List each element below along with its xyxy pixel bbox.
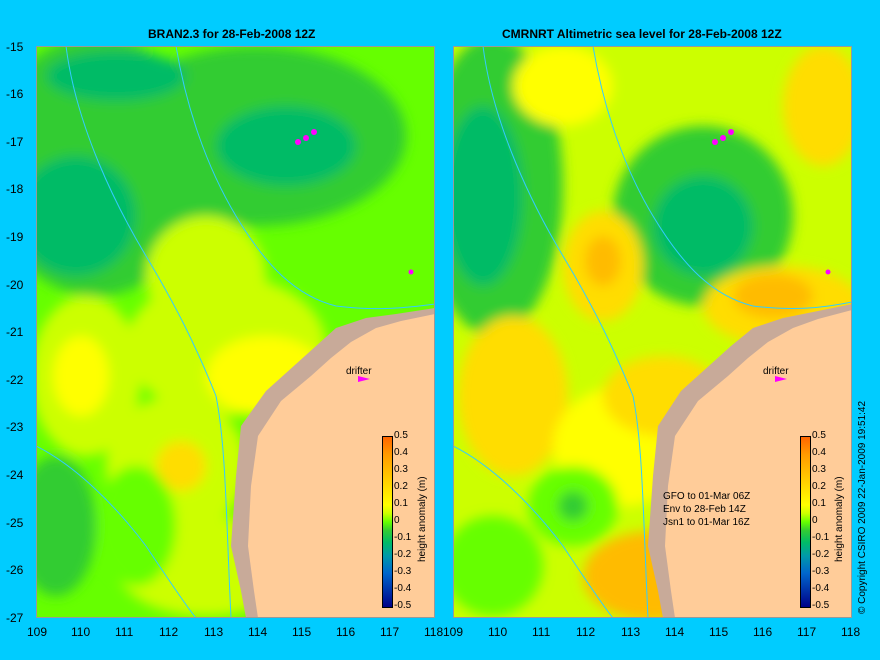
left-lon-tick-label: 112 bbox=[159, 625, 179, 639]
left-colorbar-title: height anomaly (m) bbox=[417, 476, 428, 562]
right-colorbar bbox=[800, 436, 811, 608]
right-map-title: CMRNRT Altimetric sea level for 28-Feb-2… bbox=[502, 27, 782, 41]
right-colorbar-tick: 0.4 bbox=[812, 447, 826, 458]
right-drifter-label: drifter bbox=[763, 366, 789, 377]
lat-tick-label: -20 bbox=[6, 278, 24, 292]
lat-tick-label: -27 bbox=[6, 611, 24, 625]
lat-tick-label: -16 bbox=[6, 87, 24, 101]
right-colorbar-title: height anomaly (m) bbox=[834, 476, 845, 562]
right-lon-tick-label: 115 bbox=[709, 625, 729, 639]
right-map-isobaths bbox=[453, 46, 852, 618]
left-map-title: BRAN2.3 for 28-Feb-2008 12Z bbox=[148, 27, 316, 41]
lat-tick-label: -19 bbox=[6, 230, 24, 244]
lat-tick-label: -26 bbox=[6, 563, 24, 577]
lat-tick-label: -17 bbox=[6, 135, 24, 149]
left-lon-tick-label: 113 bbox=[204, 625, 224, 639]
left-lon-tick-label: 110 bbox=[71, 625, 91, 639]
lat-tick-label: -18 bbox=[6, 182, 24, 196]
left-colorbar-tick: -0.5 bbox=[394, 600, 412, 611]
right-colorbar-tick: 0.2 bbox=[812, 481, 826, 492]
right-lon-tick-label: 113 bbox=[621, 625, 641, 639]
right-lon-tick-label: 109 bbox=[443, 625, 464, 639]
lat-tick-label: -25 bbox=[6, 516, 24, 530]
left-map-drifter-tracks bbox=[295, 129, 414, 382]
lat-tick-label: -22 bbox=[6, 373, 24, 387]
left-map bbox=[36, 46, 435, 618]
lat-tick-label: -24 bbox=[6, 468, 24, 482]
left-lon-tick-label: 115 bbox=[292, 625, 312, 639]
right-lon-tick-label: 117 bbox=[797, 625, 817, 639]
left-lon-tick-label: 116 bbox=[336, 625, 356, 639]
right-lon-tick-label: 116 bbox=[753, 625, 773, 639]
right-lon-tick-label: 112 bbox=[576, 625, 596, 639]
right-colorbar-tick: -0.4 bbox=[812, 583, 830, 594]
right-colorbar-tick: -0.3 bbox=[812, 566, 830, 577]
left-colorbar-tick: -0.4 bbox=[394, 583, 412, 594]
left-lon-tick-label: 118 bbox=[424, 625, 444, 639]
left-lon-tick-label: 109 bbox=[27, 625, 48, 639]
left-colorbar-tick: 0.1 bbox=[394, 498, 408, 509]
right-map-pass-note: Env to 28-Feb 14Z bbox=[663, 504, 746, 515]
right-map bbox=[453, 46, 852, 618]
right-colorbar-tick: 0 bbox=[812, 515, 818, 526]
left-colorbar bbox=[382, 436, 393, 608]
left-lon-tick-label: 111 bbox=[115, 625, 134, 639]
left-colorbar-tick: -0.3 bbox=[394, 566, 412, 577]
left-colorbar-tick: 0.4 bbox=[394, 447, 408, 458]
right-colorbar-tick: -0.2 bbox=[812, 549, 830, 560]
right-map-pass-note: Jsn1 to 01-Mar 16Z bbox=[663, 517, 750, 528]
left-colorbar-tick: 0.5 bbox=[394, 430, 408, 441]
left-colorbar-tick: -0.1 bbox=[394, 532, 412, 543]
right-map-drifter-tracks bbox=[712, 129, 831, 382]
left-map-isobaths bbox=[36, 46, 435, 618]
right-map-anomaly-field bbox=[453, 46, 852, 618]
right-colorbar-tick: -0.5 bbox=[812, 600, 830, 611]
right-colorbar-tick: -0.1 bbox=[812, 532, 830, 543]
left-colorbar-tick: 0 bbox=[394, 515, 400, 526]
left-colorbar-tick: 0.2 bbox=[394, 481, 408, 492]
left-colorbar-tick: 0.3 bbox=[394, 464, 408, 475]
lat-tick-label: -23 bbox=[6, 420, 24, 434]
right-lon-tick-label: 118 bbox=[841, 625, 861, 639]
copyright-text: © Copyright CSIRO 2009 22-Jan-2009 19:51… bbox=[857, 400, 868, 614]
left-lon-tick-label: 114 bbox=[248, 625, 268, 639]
right-map-pass-note: GFO to 01-Mar 06Z bbox=[663, 491, 751, 502]
lat-tick-label: -15 bbox=[6, 40, 24, 54]
right-colorbar-tick: 0.3 bbox=[812, 464, 826, 475]
right-lon-tick-label: 110 bbox=[488, 625, 508, 639]
left-lon-tick-label: 117 bbox=[380, 625, 400, 639]
left-drifter-label: drifter bbox=[346, 366, 372, 377]
right-lon-tick-label: 114 bbox=[665, 625, 685, 639]
lat-tick-label: -21 bbox=[6, 325, 24, 339]
right-colorbar-tick: 0.5 bbox=[812, 430, 826, 441]
right-lon-tick-label: 111 bbox=[532, 625, 551, 639]
left-colorbar-tick: -0.2 bbox=[394, 549, 412, 560]
right-colorbar-tick: 0.1 bbox=[812, 498, 826, 509]
